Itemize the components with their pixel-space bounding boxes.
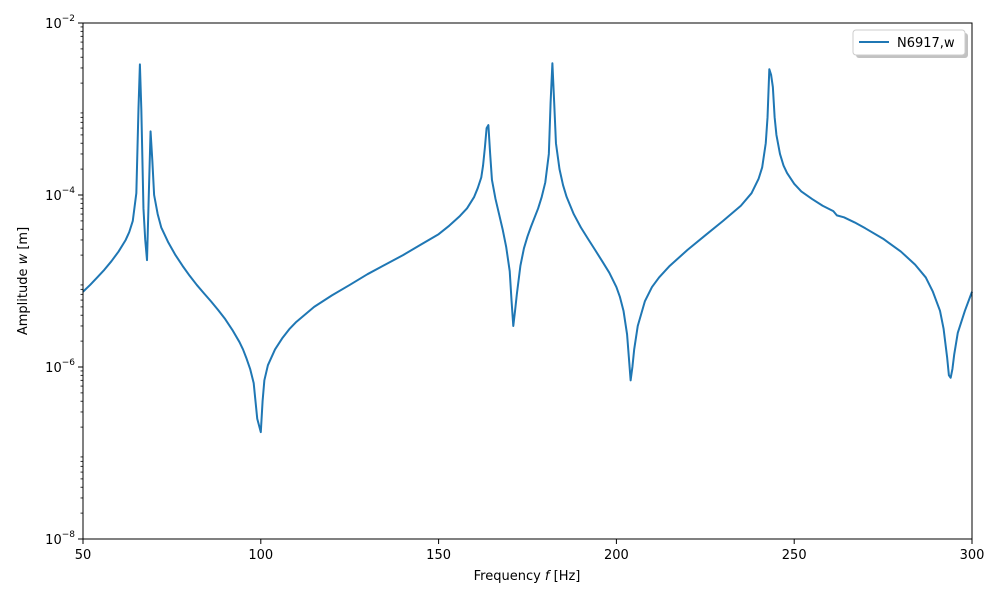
x-tick-label: 100 [248,548,273,563]
y-tick-label: 10−2 [45,14,75,32]
y-axis-ticks: 10−8 10−6 10−4 10−2 [45,14,83,548]
x-tick-label: 200 [604,548,629,563]
x-axis-ticks: 50 100 150 200 250 300 [75,539,985,563]
legend-box [852,29,966,56]
plot-area [82,22,973,540]
x-tick-label: 250 [782,548,807,563]
x-tick-label: 150 [426,548,451,563]
series-layer [82,62,973,434]
axes-frame [82,22,973,540]
legend: N6917,w [852,29,968,58]
legend-entry-label: N6917,w [897,36,955,51]
axes-background [83,23,972,539]
series-line-0 [82,62,973,434]
y-axis-label: Amplitude w [m] [16,227,31,335]
y-tick-label: 10−8 [45,530,75,548]
x-tick-label: 50 [75,548,92,563]
x-tick-label: 300 [960,548,985,563]
x-axis-label: Frequency f [Hz] [474,569,581,584]
y-tick-label: 10−6 [45,358,75,376]
y-tick-label: 10−4 [45,186,75,204]
